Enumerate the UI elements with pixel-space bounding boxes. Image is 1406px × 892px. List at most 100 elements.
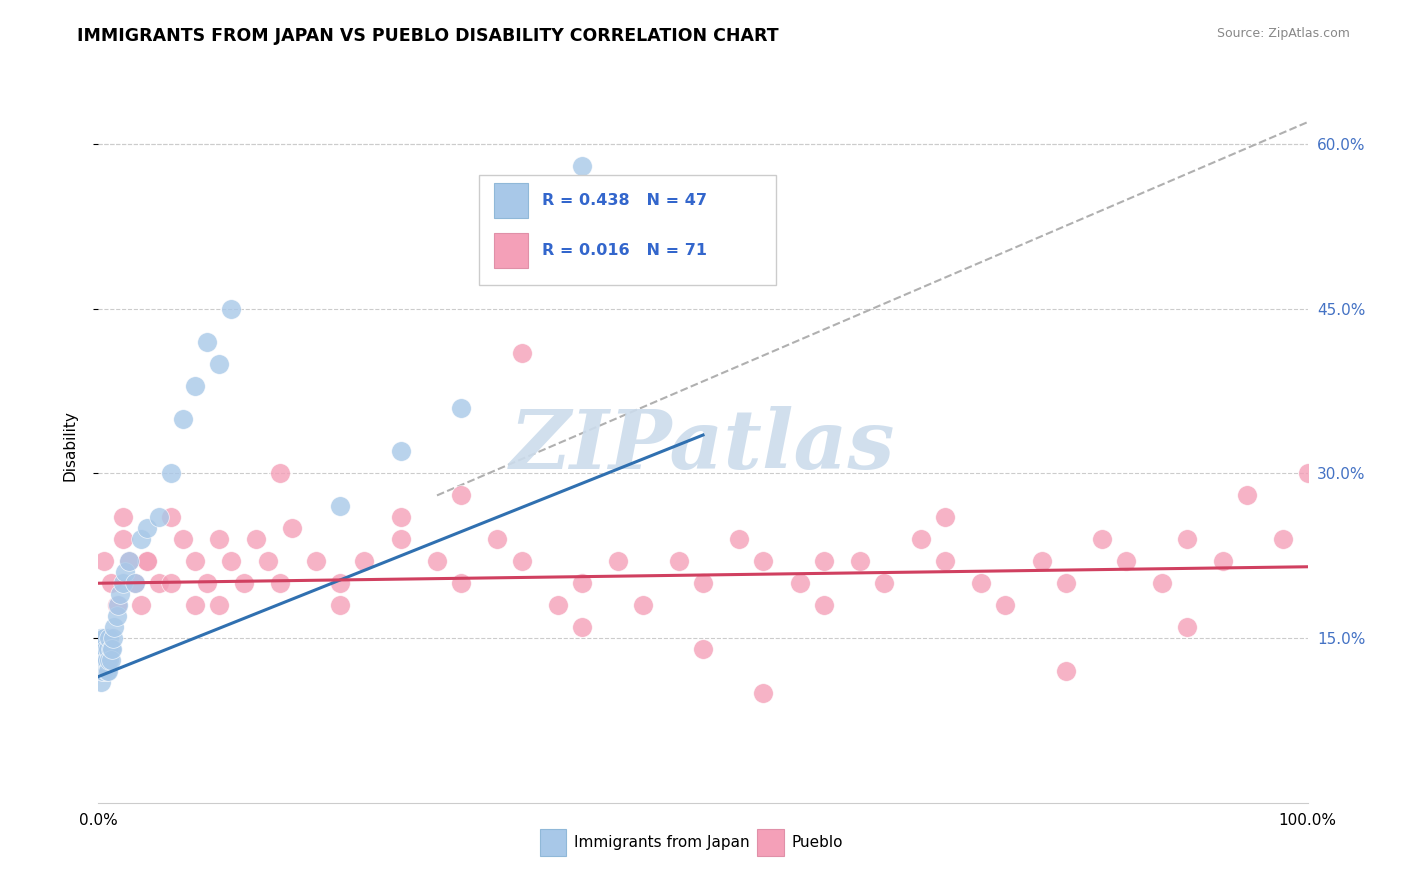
Text: Source: ZipAtlas.com: Source: ZipAtlas.com bbox=[1216, 27, 1350, 40]
Point bbox=[1272, 533, 1295, 547]
Point bbox=[97, 642, 120, 657]
Point bbox=[631, 598, 654, 612]
Point bbox=[970, 576, 993, 591]
Point bbox=[195, 334, 218, 349]
Point bbox=[135, 554, 157, 568]
Point bbox=[256, 554, 278, 568]
Point bbox=[1115, 554, 1137, 568]
Point bbox=[668, 554, 690, 568]
Point bbox=[269, 467, 291, 481]
Point bbox=[329, 576, 352, 591]
Point bbox=[91, 653, 114, 667]
Point bbox=[1152, 576, 1174, 591]
Point bbox=[232, 576, 254, 591]
Point bbox=[510, 345, 533, 359]
Point bbox=[135, 554, 157, 568]
Point bbox=[450, 576, 472, 591]
Point bbox=[450, 401, 472, 415]
Point bbox=[1054, 664, 1077, 678]
Point bbox=[118, 554, 141, 568]
Point bbox=[1175, 533, 1198, 547]
Point bbox=[1054, 576, 1077, 591]
Text: ZIPatlas: ZIPatlas bbox=[510, 406, 896, 486]
Point bbox=[245, 533, 267, 547]
Point bbox=[93, 554, 115, 568]
Point bbox=[90, 631, 112, 645]
Bar bbox=[758, 830, 785, 856]
Point bbox=[450, 488, 472, 502]
Point bbox=[89, 642, 111, 657]
Point bbox=[111, 533, 134, 547]
Point bbox=[607, 554, 630, 568]
Point bbox=[353, 554, 375, 568]
Point bbox=[208, 357, 231, 371]
Bar bbox=[494, 234, 527, 268]
Point bbox=[160, 576, 183, 591]
Point bbox=[111, 576, 134, 591]
Point bbox=[98, 653, 121, 667]
Point bbox=[108, 587, 131, 601]
Point bbox=[1296, 467, 1319, 481]
Point bbox=[486, 533, 509, 547]
Point bbox=[692, 642, 714, 657]
Point bbox=[129, 598, 152, 612]
Point bbox=[1031, 554, 1053, 568]
Point bbox=[221, 554, 243, 568]
Point bbox=[389, 533, 412, 547]
Point bbox=[692, 576, 714, 591]
Point bbox=[114, 566, 136, 580]
Point bbox=[89, 653, 111, 667]
Point bbox=[389, 510, 412, 524]
Point bbox=[98, 631, 121, 645]
Point bbox=[849, 554, 872, 568]
Point bbox=[105, 609, 128, 624]
Point bbox=[93, 653, 115, 667]
Point bbox=[124, 576, 146, 591]
Point bbox=[1091, 533, 1114, 547]
Point bbox=[96, 664, 118, 678]
Bar bbox=[540, 830, 567, 856]
Point bbox=[910, 533, 932, 547]
Point bbox=[813, 598, 835, 612]
Point bbox=[103, 620, 125, 634]
Point bbox=[100, 576, 122, 591]
Point bbox=[172, 533, 194, 547]
Point bbox=[1236, 488, 1258, 502]
Point bbox=[129, 533, 152, 547]
Point bbox=[101, 631, 124, 645]
Point bbox=[547, 598, 569, 612]
Point bbox=[100, 642, 122, 657]
Point bbox=[111, 510, 134, 524]
Point bbox=[195, 576, 218, 591]
Point bbox=[994, 598, 1017, 612]
Point bbox=[1212, 554, 1234, 568]
Point bbox=[91, 642, 114, 657]
Point bbox=[510, 225, 533, 239]
Point bbox=[91, 664, 114, 678]
Point bbox=[160, 467, 183, 481]
Point bbox=[96, 653, 118, 667]
Point bbox=[329, 500, 352, 514]
Point bbox=[281, 521, 304, 535]
Point bbox=[94, 642, 117, 657]
Point bbox=[100, 642, 122, 657]
Point bbox=[97, 664, 120, 678]
Point bbox=[91, 642, 114, 657]
Point bbox=[221, 301, 243, 316]
Text: Pueblo: Pueblo bbox=[792, 835, 842, 850]
Point bbox=[813, 554, 835, 568]
Text: Immigrants from Japan: Immigrants from Japan bbox=[574, 835, 749, 850]
Point bbox=[208, 533, 231, 547]
Y-axis label: Disability: Disability bbox=[63, 410, 77, 482]
Point bbox=[269, 576, 291, 591]
Point bbox=[510, 554, 533, 568]
Point bbox=[571, 159, 593, 173]
Point bbox=[172, 411, 194, 425]
Point bbox=[208, 598, 231, 612]
Point bbox=[873, 576, 896, 591]
Point bbox=[934, 510, 956, 524]
Point bbox=[728, 533, 751, 547]
Point bbox=[305, 554, 328, 568]
Point bbox=[571, 576, 593, 591]
Point bbox=[184, 554, 207, 568]
